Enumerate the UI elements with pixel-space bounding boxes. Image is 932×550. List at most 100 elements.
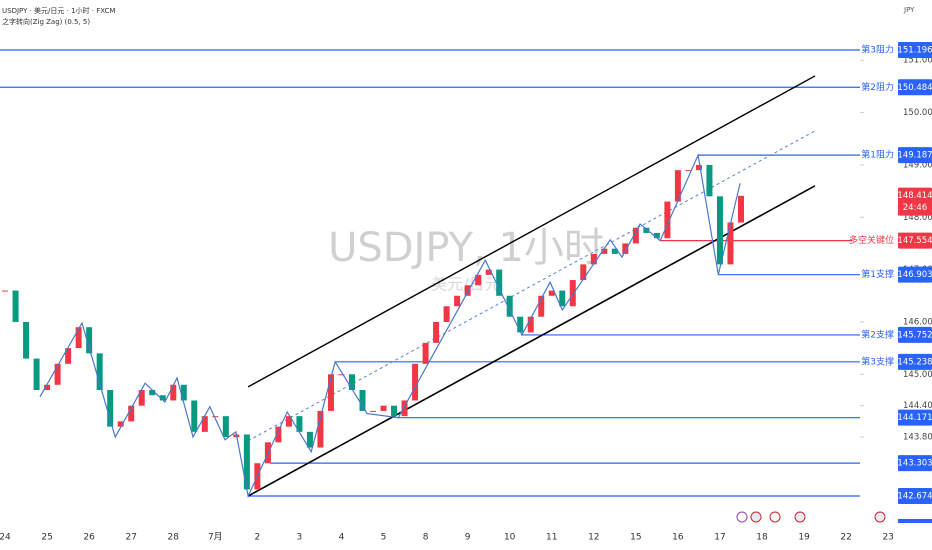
candle xyxy=(664,201,671,239)
event-icon[interactable] xyxy=(769,511,781,523)
candle xyxy=(275,426,282,443)
candle xyxy=(65,348,72,364)
currency: JPY xyxy=(903,6,915,14)
candle xyxy=(327,374,334,411)
level-label: 第1阻力 xyxy=(861,149,894,161)
x-tick-label: 11 xyxy=(546,533,557,543)
candle xyxy=(706,164,713,197)
candle xyxy=(643,227,650,233)
candle xyxy=(348,374,355,390)
level-label: 第3阻力 xyxy=(861,43,894,55)
x-tick-label: 12 xyxy=(588,533,599,543)
countdown-label: 24:46 xyxy=(903,203,928,213)
y-tick-label: 143.800 xyxy=(903,433,932,443)
level-label-bg xyxy=(860,41,896,58)
candle xyxy=(559,290,566,307)
x-tick-label: 26 xyxy=(83,533,95,543)
x-tick-label: 9 xyxy=(465,533,471,543)
price-box xyxy=(898,266,932,283)
candle xyxy=(96,353,103,390)
x-tick-label: 8 xyxy=(423,533,429,543)
watermark: USDJPY, 1小时 xyxy=(328,225,604,271)
price-box xyxy=(898,326,932,343)
candle xyxy=(86,327,93,354)
price-box-label: 142.674 xyxy=(897,492,932,502)
candle xyxy=(695,164,702,171)
price-box-label: 143.303 xyxy=(897,459,932,469)
candle xyxy=(243,434,250,490)
level-label: 多空关键位 xyxy=(849,234,894,246)
scroll-indicator[interactable] xyxy=(898,519,932,523)
price-box xyxy=(898,353,932,370)
candle xyxy=(590,253,597,265)
indicator-title: 之字转向(Zig Zag) (0.5, 5) xyxy=(2,17,90,26)
candle xyxy=(506,295,513,317)
candle xyxy=(317,410,324,448)
candle xyxy=(433,321,440,343)
x-tick-label: 2 xyxy=(255,533,261,543)
candle xyxy=(222,416,229,438)
level-label-bg xyxy=(860,79,896,96)
candle xyxy=(306,431,313,448)
event-icon[interactable] xyxy=(874,511,886,523)
x-tick-label: 19 xyxy=(798,533,810,543)
level-label-bg xyxy=(860,266,896,283)
candle xyxy=(149,389,156,396)
x-tick-label: 4 xyxy=(339,533,345,543)
candle xyxy=(159,395,166,401)
candle xyxy=(737,195,744,223)
candle xyxy=(296,416,303,432)
price-box xyxy=(898,79,932,96)
candle xyxy=(54,363,61,385)
y-tick-label: 149.000 xyxy=(903,160,932,170)
price-box-label: 151.196 xyxy=(897,45,932,55)
candle xyxy=(391,405,398,417)
x-tick-label: 24 xyxy=(0,533,11,543)
candle xyxy=(180,384,187,401)
candle xyxy=(580,264,587,281)
candle xyxy=(285,416,292,427)
price-box-label: 149.187 xyxy=(897,151,932,161)
level-label: 第2阻力 xyxy=(861,81,894,93)
candle xyxy=(569,280,576,307)
candle xyxy=(401,400,408,417)
level-label-bg xyxy=(860,326,896,343)
x-tick-label: 7月 xyxy=(208,532,223,543)
candle xyxy=(75,327,82,349)
candle xyxy=(527,316,534,333)
candle xyxy=(201,416,208,432)
candle xyxy=(380,405,387,411)
y-tick-label: 144.400 xyxy=(903,401,932,411)
y-tick-label: 151.000 xyxy=(903,56,932,66)
x-tick-label: 28 xyxy=(168,533,180,543)
candle xyxy=(443,306,450,322)
candle xyxy=(632,227,639,244)
candle xyxy=(359,389,366,411)
candle xyxy=(422,342,429,364)
x-tick-label: 18 xyxy=(756,533,768,543)
event-icon[interactable] xyxy=(736,511,748,523)
candle xyxy=(622,243,629,254)
candle xyxy=(44,384,51,390)
candle xyxy=(33,358,40,390)
x-tick-label: 16 xyxy=(672,533,684,543)
price-box xyxy=(898,409,932,426)
candle xyxy=(412,363,419,401)
candle xyxy=(716,196,723,265)
event-icon[interactable] xyxy=(794,511,806,523)
candle xyxy=(464,285,471,296)
candle xyxy=(685,170,692,172)
candle xyxy=(475,274,482,286)
x-tick-label: 23 xyxy=(882,533,893,543)
channel-line xyxy=(247,75,816,388)
candle xyxy=(2,290,9,292)
price-box-label: 145.752 xyxy=(897,330,932,340)
event-icon[interactable] xyxy=(750,511,762,523)
candle xyxy=(485,269,492,275)
x-tick-label: 3 xyxy=(297,533,303,543)
candle xyxy=(117,421,124,427)
level-label: 第2支撑 xyxy=(861,328,894,340)
level-label-bg xyxy=(860,353,896,370)
candle xyxy=(23,321,30,359)
